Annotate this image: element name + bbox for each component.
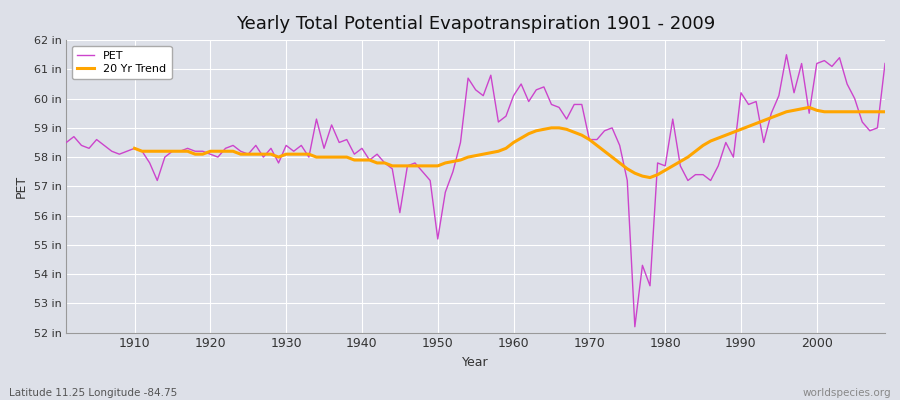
20 Yr Trend: [857, 109, 868, 114]
Y-axis label: PET: PET: [15, 175, 28, 198]
Text: Latitude 11.25 Longitude -84.75: Latitude 11.25 Longitude -84.75: [9, 388, 177, 398]
PET: [61, 140, 72, 145]
PET: [599, 128, 610, 133]
20 Yr Trend: [516, 136, 526, 140]
20 Yr Trend: [879, 109, 890, 114]
PET: [334, 140, 345, 145]
20 Yr Trend: [303, 152, 314, 156]
20 Yr Trend: [834, 109, 845, 114]
PET: [629, 324, 640, 329]
PET: [122, 149, 132, 154]
Legend: PET, 20 Yr Trend: PET, 20 Yr Trend: [72, 46, 172, 79]
20 Yr Trend: [576, 133, 587, 138]
PET: [500, 114, 511, 118]
PET: [508, 93, 519, 98]
Line: PET: PET: [67, 55, 885, 327]
Line: 20 Yr Trend: 20 Yr Trend: [134, 107, 885, 178]
20 Yr Trend: [129, 146, 140, 151]
Text: worldspecies.org: worldspecies.org: [803, 388, 891, 398]
Title: Yearly Total Potential Evapotranspiration 1901 - 2009: Yearly Total Potential Evapotranspiratio…: [236, 15, 716, 33]
20 Yr Trend: [804, 105, 814, 110]
PET: [288, 149, 299, 154]
X-axis label: Year: Year: [463, 356, 489, 369]
20 Yr Trend: [273, 155, 284, 160]
PET: [781, 52, 792, 57]
PET: [879, 61, 890, 66]
20 Yr Trend: [644, 175, 655, 180]
